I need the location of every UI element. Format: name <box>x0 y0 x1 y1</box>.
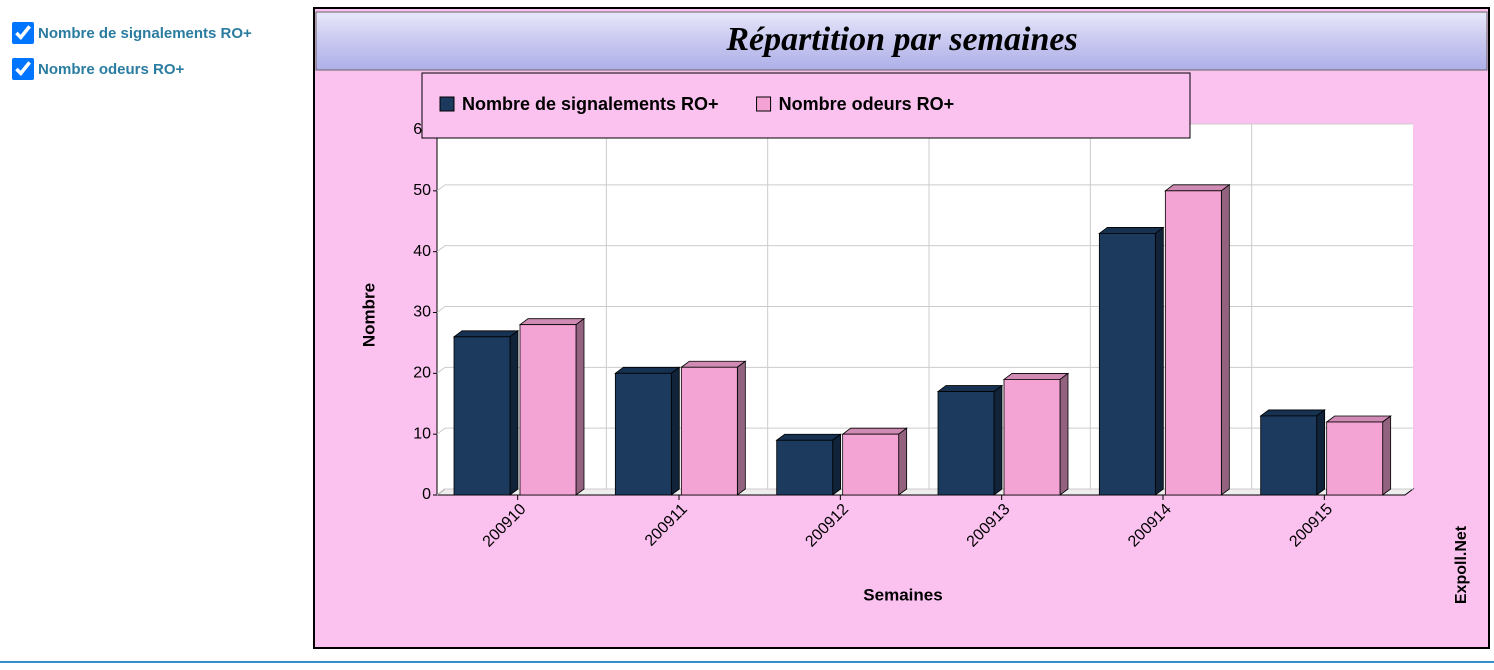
bar-side <box>1316 409 1326 496</box>
toggle-label: Nombre de signalements RO+ <box>38 25 252 42</box>
bar-side <box>670 366 680 496</box>
y-tick-label: 30 <box>413 304 431 321</box>
y-axis-title: Nombre <box>359 283 378 347</box>
bar-top <box>936 385 1004 392</box>
bar <box>680 366 738 496</box>
bar-side <box>1220 184 1230 496</box>
y-tick-label: 40 <box>413 243 431 260</box>
legend-swatch <box>756 96 772 112</box>
bar-top <box>1098 227 1165 234</box>
bar <box>776 439 834 496</box>
bar-side <box>898 427 908 496</box>
checkbox[interactable] <box>12 58 34 80</box>
toggle-label: Nombre odeurs RO+ <box>38 61 185 78</box>
x-axis-title: Semaines <box>863 585 942 604</box>
bar-side <box>993 384 1003 496</box>
bar-top <box>1164 184 1231 192</box>
legend-label: Nombre de signalements RO+ <box>462 94 719 114</box>
bar <box>614 372 672 496</box>
bar <box>1098 233 1156 496</box>
bar-top <box>1259 409 1326 417</box>
bar-side <box>509 330 519 496</box>
divider <box>0 661 1494 663</box>
bar <box>1164 190 1222 496</box>
bar-top <box>1325 415 1392 423</box>
bar <box>842 433 900 496</box>
y-tick-label: 20 <box>413 365 431 382</box>
legend-label: Nombre odeurs RO+ <box>779 94 955 114</box>
bar-side <box>575 317 585 496</box>
bar-top <box>614 366 681 374</box>
y-tick-label: 10 <box>413 425 431 442</box>
checkbox[interactable] <box>12 22 34 44</box>
bar-top <box>841 427 908 435</box>
bar <box>1003 379 1061 496</box>
legend-swatch <box>439 96 455 112</box>
series-toggle[interactable]: Nombre de signalements RO+ <box>10 22 290 46</box>
bar <box>1326 421 1384 496</box>
bar-side <box>1382 415 1392 496</box>
y-tick-label: 0 <box>422 486 431 503</box>
bar-top <box>775 433 842 441</box>
sidebar: Nombre de signalements RO+ Nombre odeurs… <box>10 22 290 94</box>
bar <box>937 391 995 496</box>
bar-side <box>1059 372 1069 496</box>
bar-top <box>518 318 586 326</box>
title-band <box>315 11 1488 71</box>
bar-top <box>1002 373 1070 380</box>
watermark: Expoll.Net <box>1453 525 1470 604</box>
bar-side <box>1154 226 1164 496</box>
bar-side <box>832 433 842 496</box>
bar-side <box>736 360 746 496</box>
legend <box>421 72 1191 139</box>
bar-top <box>680 360 747 368</box>
bar <box>453 336 511 496</box>
bar <box>1260 415 1318 496</box>
bar <box>519 324 577 496</box>
bar-top <box>452 330 520 338</box>
y-tick-label: 50 <box>413 182 431 199</box>
series-toggle[interactable]: Nombre odeurs RO+ <box>10 58 290 82</box>
chart-title: Répartition par semaines <box>725 21 1077 58</box>
